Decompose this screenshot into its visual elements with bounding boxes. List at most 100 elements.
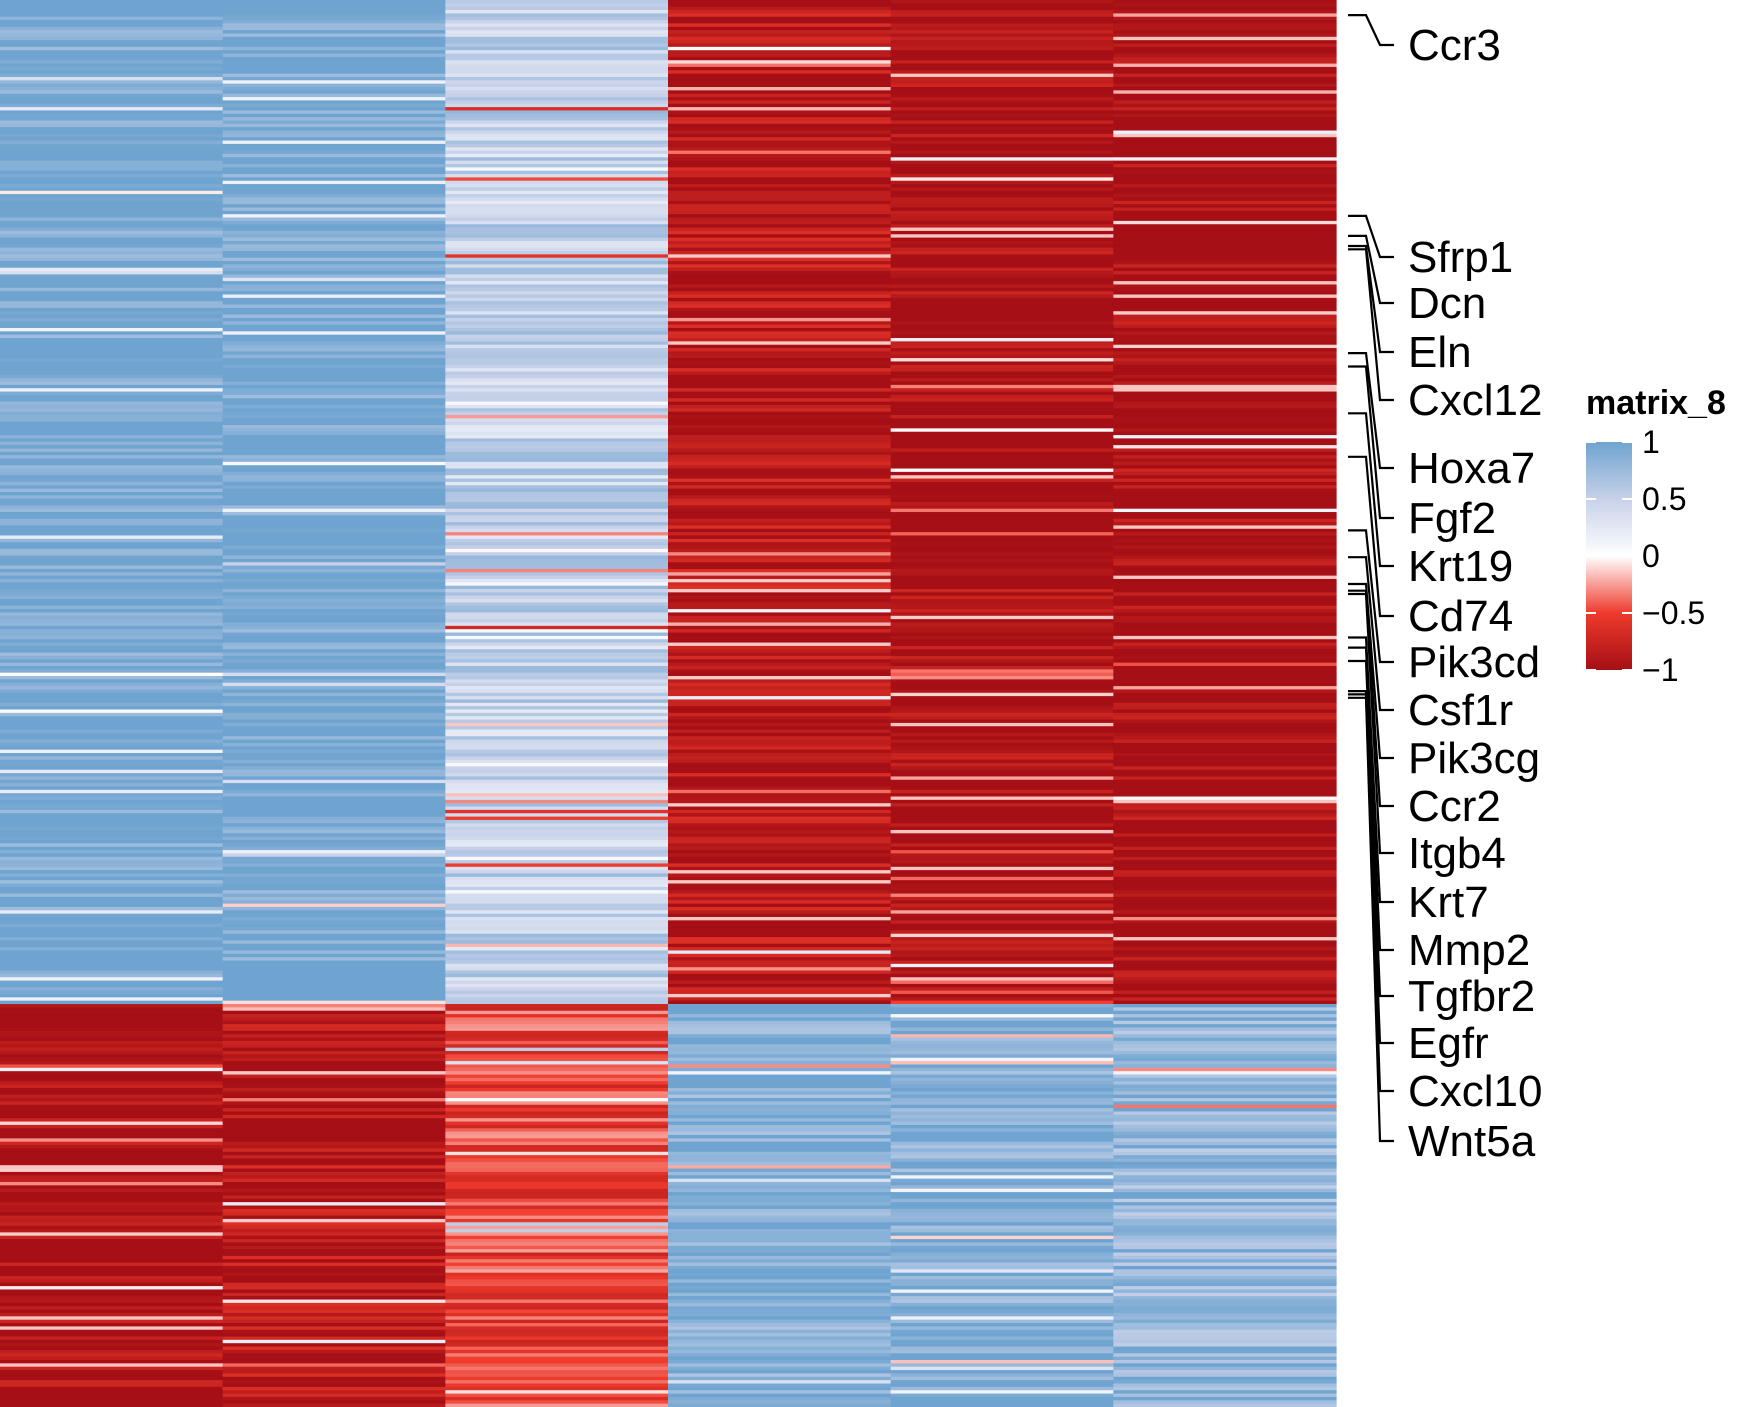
top-block-cell xyxy=(445,719,669,724)
top-block-cell xyxy=(445,555,669,560)
top-block-cell xyxy=(1113,160,1337,165)
top-block-cell xyxy=(890,495,1114,500)
bottom-block-cell xyxy=(445,1353,669,1358)
bottom-block-cell xyxy=(222,1057,446,1062)
row-label-egfr: Egfr xyxy=(1408,1019,1489,1068)
top-block-cell xyxy=(890,378,1114,383)
top-block-cell xyxy=(890,93,1114,98)
top-block-cell xyxy=(0,722,224,727)
bottom-block-cell xyxy=(445,1390,669,1395)
top-block-cell xyxy=(222,120,446,125)
top-block-cell xyxy=(222,525,446,530)
top-block-cell xyxy=(1113,277,1337,282)
top-block-cell xyxy=(1113,629,1337,634)
top-block-cell xyxy=(222,113,446,118)
top-block-cell xyxy=(222,6,446,11)
top-block-cell xyxy=(222,43,446,48)
top-block-cell xyxy=(668,886,892,891)
top-block-cell xyxy=(445,886,669,891)
top-block-cell xyxy=(1113,297,1337,302)
bottom-block-cell xyxy=(1113,1400,1337,1405)
bottom-block-cell xyxy=(668,1205,892,1210)
top-block-cell xyxy=(445,522,669,527)
top-block-cell xyxy=(1113,719,1337,724)
top-block-cell xyxy=(445,468,669,473)
bottom-block-cell xyxy=(445,1094,669,1099)
top-block-cell xyxy=(0,843,224,848)
bottom-block-cell xyxy=(890,1051,1114,1055)
bottom-block-cell xyxy=(1113,1218,1337,1223)
top-block-cell xyxy=(890,759,1114,764)
top-block-cell xyxy=(445,301,669,306)
top-block-cell xyxy=(445,783,669,788)
bottom-block-cell xyxy=(222,1094,446,1099)
top-block-cell xyxy=(890,137,1114,142)
bottom-block-cell xyxy=(445,1185,669,1190)
top-block-cell xyxy=(0,558,224,563)
top-block-cell xyxy=(890,532,1114,537)
top-block-cell xyxy=(668,692,892,697)
bottom-block-cell xyxy=(0,1165,224,1170)
top-block-cell xyxy=(890,893,1114,898)
bottom-block-cell xyxy=(890,1104,1114,1109)
top-block-cell xyxy=(668,43,892,48)
top-block-cell xyxy=(0,813,224,818)
top-block-cell xyxy=(668,816,892,821)
top-block-cell xyxy=(1113,80,1337,85)
bottom-block-cell xyxy=(0,1175,224,1180)
top-block-cell xyxy=(222,548,446,553)
top-block-cell xyxy=(668,970,892,975)
bottom-block-cell xyxy=(222,1403,446,1407)
top-block-cell xyxy=(445,712,669,717)
bottom-block-cell xyxy=(445,1319,669,1324)
bottom-block-cell xyxy=(668,1111,892,1116)
top-block-cell xyxy=(668,304,892,309)
top-block-cell xyxy=(668,133,892,138)
top-block-cell xyxy=(890,709,1114,714)
row-label-connector xyxy=(1348,214,1394,259)
top-block-cell xyxy=(1113,886,1337,891)
bottom-block-cell xyxy=(890,1091,1114,1096)
top-block-cell xyxy=(890,261,1114,265)
top-block-cell xyxy=(222,180,446,185)
row-label-connector xyxy=(1348,589,1394,808)
top-block-cell xyxy=(668,73,892,78)
bottom-block-cell xyxy=(1113,1229,1337,1233)
top-block-cell xyxy=(1113,512,1337,516)
top-block-cell xyxy=(445,130,669,135)
bottom-block-cell xyxy=(0,1390,224,1395)
bottom-block-cell xyxy=(445,1030,669,1035)
bottom-block-cell xyxy=(0,1269,224,1274)
top-block-cell xyxy=(668,488,892,493)
top-block-cell xyxy=(1113,876,1337,881)
top-block-cell xyxy=(890,746,1114,751)
top-block-cell xyxy=(668,177,892,182)
bottom-block-cell xyxy=(890,1312,1114,1317)
top-block-cell xyxy=(890,850,1114,854)
bottom-block-cell xyxy=(668,1175,892,1180)
top-block-cell xyxy=(222,726,446,731)
top-block-cell xyxy=(890,6,1114,11)
bottom-block-cell xyxy=(0,1302,224,1307)
top-block-cell xyxy=(0,649,224,654)
bottom-block-cell xyxy=(1113,1403,1337,1407)
bottom-block-cell xyxy=(1113,1118,1337,1123)
top-block-cell xyxy=(445,662,669,667)
top-block-cell xyxy=(1113,354,1337,359)
top-block-cell xyxy=(0,806,224,811)
top-block-cell xyxy=(668,418,892,423)
top-block-cell xyxy=(890,940,1114,945)
bottom-block-cell xyxy=(0,1071,224,1076)
bottom-block-cell xyxy=(1113,1198,1337,1203)
top-block-cell xyxy=(1113,137,1337,142)
top-block-cell xyxy=(0,0,224,4)
top-block-cell xyxy=(445,234,669,239)
bottom-block-cell xyxy=(668,1198,892,1203)
top-block-cell xyxy=(1113,562,1337,567)
bottom-block-cell xyxy=(0,1017,224,1022)
top-block-cell xyxy=(1113,702,1337,707)
top-block-cell xyxy=(890,404,1114,409)
top-block-cell xyxy=(890,753,1114,757)
top-block-cell xyxy=(890,947,1114,952)
top-block-cell xyxy=(890,170,1114,175)
